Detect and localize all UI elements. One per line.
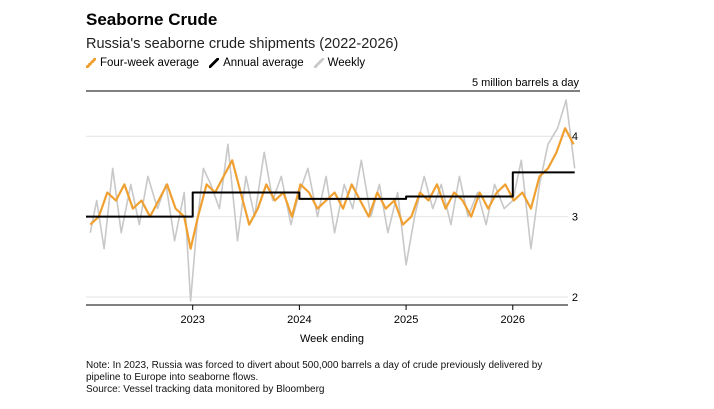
x-tick-label-2024: 2024 [287, 314, 311, 326]
x-tick-label-2025: 2025 [394, 314, 418, 326]
legend-label-weekly: Weekly [327, 57, 366, 69]
series-annual-average-line [86, 171, 575, 218]
legend-label-annual: Annual average [223, 57, 304, 69]
legend-swatch-annual [209, 58, 220, 68]
x-axis-label: Week ending [300, 333, 365, 345]
y-tick-label-4: 4 [572, 131, 578, 143]
chart-subtitle: Russia's seaborne crude shipments (2022-… [86, 36, 399, 52]
legend-item-annual: Annual average [209, 57, 304, 69]
series-weekly-line [89, 99, 576, 302]
y-tick-label-2: 2 [572, 292, 578, 304]
chart-title: Seaborne Crude [86, 10, 218, 29]
x-tick-label-2023: 2023 [180, 314, 204, 326]
source-text: Source: Vessel tracking data monitored b… [86, 384, 325, 395]
legend-item-four-week: Four-week average [86, 57, 199, 69]
series-four-week-average-line [89, 127, 575, 250]
legend-label-four-week: Four-week average [100, 57, 200, 69]
x-tick-label-2026: 2026 [501, 314, 525, 326]
unit-label: 5 million barrels a day [472, 77, 579, 89]
note-text: Note: In 2023, Russia was forced to dive… [86, 360, 543, 383]
footnote: Note: In 2023, Russia was forced to dive… [86, 360, 556, 396]
legend-swatch-four-week [86, 58, 96, 68]
legend-swatch-weekly [313, 58, 324, 68]
y-tick-label-3: 3 [572, 212, 578, 224]
legend-item-weekly: Weekly [313, 57, 366, 69]
legend: Four-week average Annual average Weekly [86, 57, 365, 69]
